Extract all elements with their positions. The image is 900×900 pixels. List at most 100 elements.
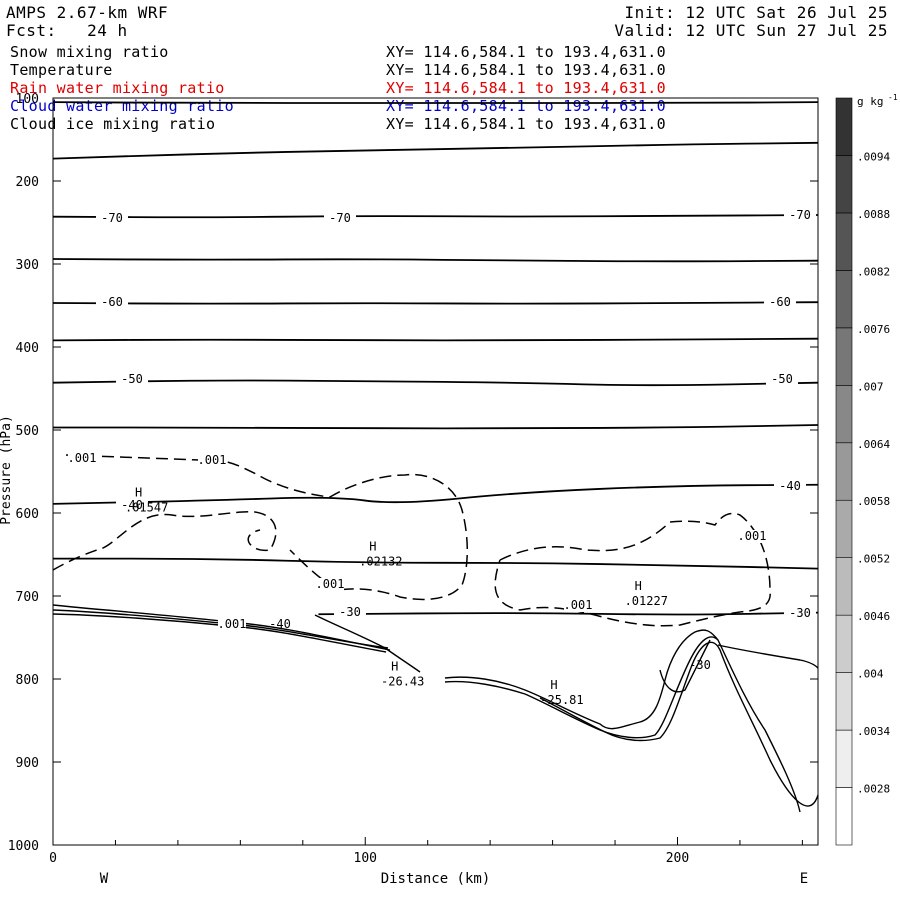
isotherm-label: -50 bbox=[121, 372, 143, 386]
mixing-label-bg bbox=[738, 530, 766, 543]
max-symbol: H bbox=[635, 579, 642, 593]
isotherm-label-bg bbox=[784, 208, 816, 222]
field-xy-temperature: XY= 114.6,584.1 to 193.4,631.0 bbox=[386, 61, 666, 79]
isotherm-line bbox=[52, 301, 819, 305]
isotherm-line bbox=[52, 337, 819, 342]
isotherm-label-bg bbox=[764, 295, 796, 309]
max-value: .01227 bbox=[625, 594, 668, 608]
mixing-ratio-contour-upper bbox=[65, 454, 469, 601]
field-xy-cloud-ice: XY= 114.6,584.1 to 193.4,631.0 bbox=[386, 115, 666, 133]
field-name-cloud-water: Cloud water mixing ratio bbox=[10, 97, 234, 115]
max-symbol: H bbox=[135, 485, 142, 499]
mixing-ratio-contour-east bbox=[494, 512, 771, 627]
isotherm-label: -30 bbox=[789, 606, 811, 620]
terrain-line-5 bbox=[444, 629, 801, 813]
field-xy-cloud-water: XY= 114.6,584.1 to 193.4,631.0 bbox=[386, 97, 666, 115]
mixing-ratio-label: .001 bbox=[218, 617, 247, 631]
mixing-ratio-label: .001 bbox=[316, 577, 345, 591]
upper-isotherms bbox=[52, 101, 819, 160]
max-value: -25.81 bbox=[540, 693, 583, 707]
max-value: .01547 bbox=[125, 500, 168, 514]
colorbar-label: .0046 bbox=[857, 610, 890, 623]
forecast-hour: Fcst: 24 h bbox=[6, 21, 128, 40]
y-tick-label: 1000 bbox=[8, 839, 39, 854]
isotherm-label-bg bbox=[774, 479, 806, 493]
init-time: Init: 12 UTC Sat 26 Jul 25 bbox=[624, 3, 888, 22]
colorbar-bin bbox=[835, 557, 853, 616]
field-xy-rain: XY= 114.6,584.1 to 193.4,631.0 bbox=[386, 79, 666, 97]
terrain-line-4 bbox=[314, 614, 421, 673]
mixing-ratio-contour-west bbox=[52, 510, 277, 571]
y-tick-label: 700 bbox=[16, 590, 39, 605]
field-name-snow: Snow mixing ratio bbox=[10, 43, 169, 61]
colorbar-label: .0058 bbox=[857, 495, 890, 508]
max-symbol: H bbox=[369, 539, 376, 553]
field-name-temperature: Temperature bbox=[10, 61, 113, 79]
x-tick-label: 200 bbox=[666, 851, 689, 866]
x-tick-label: 0 bbox=[49, 851, 57, 866]
field-name-rain: Rain water mixing ratio bbox=[10, 79, 225, 97]
terrain-line-6 bbox=[444, 636, 719, 739]
isotherm-line-upper bbox=[52, 141, 819, 160]
terrain-contours bbox=[52, 604, 819, 813]
max-value: -26.43 bbox=[381, 675, 424, 689]
isotherm-label-bg bbox=[96, 295, 128, 309]
max-symbol: H bbox=[391, 660, 398, 674]
mixing-ratio-label: .001 bbox=[738, 529, 767, 543]
colorbar-unit: g kg bbox=[857, 95, 884, 108]
valid-time: Valid: 12 UTC Sun 27 Jul 25 bbox=[614, 21, 888, 40]
y-tick-label: 800 bbox=[16, 673, 39, 688]
mixing-label-bg bbox=[316, 578, 344, 591]
colorbar-label: .0088 bbox=[857, 208, 890, 221]
temperature-isotherms bbox=[52, 214, 819, 616]
colorbar-bin bbox=[835, 787, 853, 846]
chart-labels: -70 -70 -70 -60 -60 -50 -50 -40 -40 -30 -30 -30 -40.… bbox=[68, 208, 816, 707]
isotherm-label-bg bbox=[96, 211, 128, 225]
mixing-ratio-label: .001 bbox=[68, 451, 97, 465]
terrain-isotherm-label: -30 bbox=[689, 658, 711, 672]
colorbar-bin bbox=[835, 327, 853, 386]
colorbar-label: .0034 bbox=[857, 725, 890, 738]
colorbar-label: .004 bbox=[857, 668, 884, 681]
isotherm-line bbox=[52, 258, 819, 263]
mixing-ratio-label: .001 bbox=[198, 453, 227, 467]
isotherm-label: -40 bbox=[121, 498, 143, 512]
x-end-left: W bbox=[100, 871, 109, 887]
y-tick-label: 500 bbox=[16, 424, 39, 439]
colorbar-label: .0076 bbox=[857, 323, 890, 336]
colorbar-bin bbox=[835, 614, 853, 673]
colorbar-bin bbox=[835, 270, 853, 329]
y-tick-label: 900 bbox=[16, 756, 39, 771]
axis-ticks: 100 200 300 400 500 600 700 800 900 1000 0 100 200 Di… bbox=[0, 92, 818, 887]
colorbar-bin bbox=[835, 212, 853, 271]
colorbar-label: .0028 bbox=[857, 783, 890, 796]
isotherm-label: -60 bbox=[769, 295, 791, 309]
isotherm-line-upper bbox=[52, 101, 819, 104]
terrain-isotherm-label-west: -40 bbox=[269, 617, 291, 631]
isotherm-line bbox=[52, 214, 819, 219]
isotherm-label-bg bbox=[784, 606, 816, 620]
mixing-ratio-label: .001 bbox=[564, 598, 593, 612]
isotherm-label: -50 bbox=[771, 372, 793, 386]
mixing-ratio-contours bbox=[52, 454, 771, 627]
colorbar-unit-exponent: -1 bbox=[888, 93, 898, 102]
y-axis-label: Pressure (hPa) bbox=[0, 415, 14, 525]
isotherm-label: -70 bbox=[329, 211, 351, 225]
terrain-line-7 bbox=[539, 641, 819, 807]
isotherm-label: -30 bbox=[339, 605, 361, 619]
isotherm-label: -60 bbox=[101, 295, 123, 309]
plot-frame bbox=[52, 97, 819, 846]
x-end-right: E bbox=[800, 871, 808, 887]
isotherm-label: -40 bbox=[779, 479, 801, 493]
colorbar-label: .007 bbox=[857, 380, 884, 393]
mixing-label-bg bbox=[198, 454, 226, 467]
isotherm-line bbox=[52, 424, 819, 430]
isotherm-label: -70 bbox=[789, 208, 811, 222]
field-xy-snow: XY= 114.6,584.1 to 193.4,631.0 bbox=[386, 43, 666, 61]
x-tick-label: 100 bbox=[354, 851, 377, 866]
mixing-label-bg bbox=[564, 599, 592, 612]
x-axis-label: Distance (km) bbox=[381, 871, 491, 887]
colorbar-label: .0094 bbox=[857, 150, 890, 163]
colorbar-bin bbox=[835, 729, 853, 788]
